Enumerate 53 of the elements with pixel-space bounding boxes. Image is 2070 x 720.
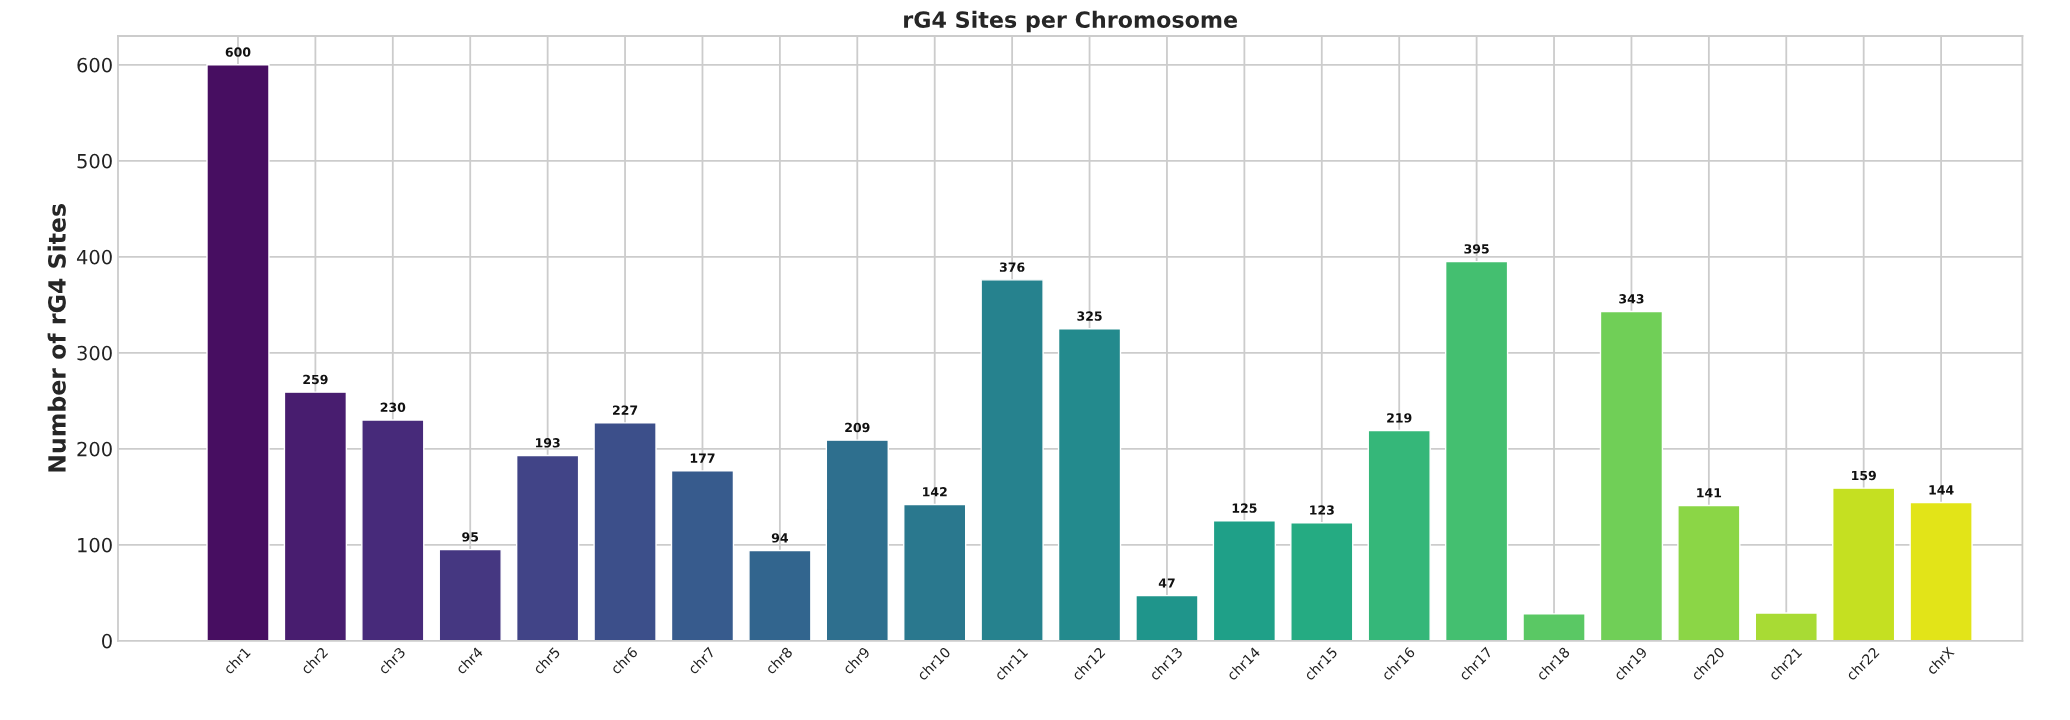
bar [1135, 594, 1199, 641]
data-label: 193 [536, 438, 560, 448]
bar [1212, 520, 1277, 641]
data-label: 123 [1310, 505, 1334, 515]
data-label: 125 [1232, 503, 1257, 513]
bar [361, 419, 425, 641]
bar [515, 454, 580, 641]
data-label: 141 [1697, 488, 1722, 498]
y-tick-label: 400 [76, 249, 112, 265]
bar [903, 503, 967, 641]
bar [1444, 260, 1509, 641]
bar [1290, 522, 1354, 641]
bar [206, 64, 270, 641]
y-tick-label: 0 [102, 633, 112, 649]
bar [1754, 612, 1818, 641]
bar [1832, 487, 1896, 641]
data-label: 219 [1387, 413, 1412, 423]
bar [748, 549, 812, 641]
y-tick-label: 600 [77, 57, 112, 73]
data-label: 395 [1464, 244, 1489, 254]
y-tick-label: 300 [77, 345, 112, 361]
data-label: 227 [613, 405, 638, 415]
y-tick-label: 200 [77, 441, 112, 457]
data-label: 600 [225, 47, 251, 57]
bar [1367, 429, 1431, 641]
data-label: 142 [923, 487, 947, 497]
y-axis-title: Number of rG4 Sites [47, 204, 66, 472]
bar [1677, 504, 1741, 641]
data-label: 159 [1852, 470, 1876, 481]
bar [825, 439, 889, 641]
data-label: 343 [1619, 294, 1644, 304]
data-label: 376 [999, 262, 1025, 272]
bar [1057, 328, 1122, 641]
y-tick-label: 500 [77, 153, 112, 169]
data-label: 259 [303, 374, 328, 385]
bar [438, 548, 502, 641]
data-label: 209 [845, 422, 870, 433]
data-label: 144 [1929, 485, 1954, 495]
data-label: 47 [1158, 578, 1175, 588]
data-label: 95 [462, 532, 479, 542]
bar [980, 279, 1044, 641]
y-tick-label: 100 [78, 537, 112, 553]
bar [1522, 613, 1586, 641]
bar [593, 422, 657, 641]
data-label: 177 [690, 453, 715, 463]
data-label: 230 [380, 402, 406, 413]
bar [1599, 310, 1664, 641]
data-label: 94 [771, 533, 789, 543]
bar [283, 391, 348, 641]
chart-title: rG4 Sites per Chromosome [904, 10, 1238, 33]
bar [670, 470, 735, 641]
bar [1909, 501, 1973, 641]
data-label: 325 [1077, 311, 1102, 321]
